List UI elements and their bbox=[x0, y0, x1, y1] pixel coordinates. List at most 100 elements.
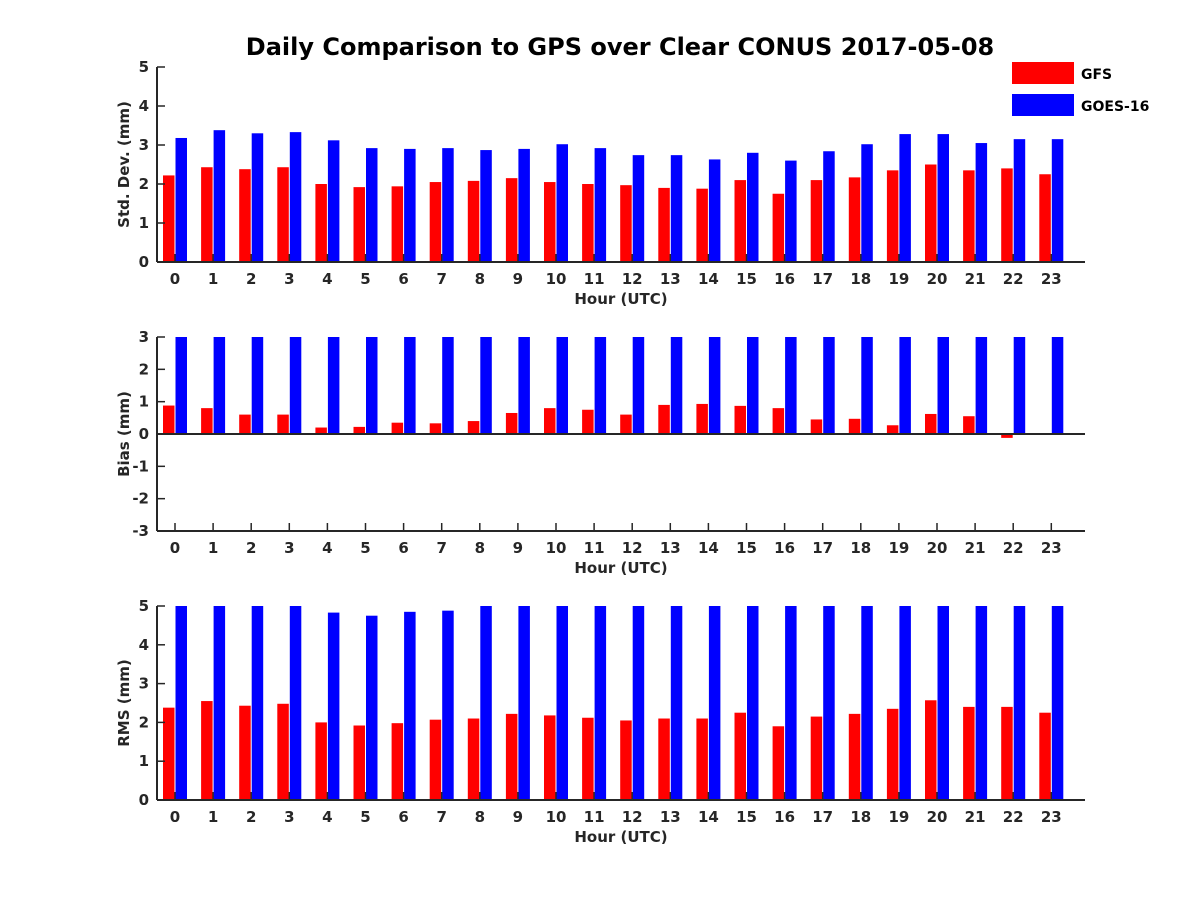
bar-goes16-6 bbox=[404, 611, 416, 800]
x-axis-label: Hour (UTC) bbox=[574, 290, 667, 308]
y-tick-label: 5 bbox=[139, 58, 149, 76]
x-tick-label: 7 bbox=[436, 808, 446, 826]
bar-goes16-23 bbox=[1051, 139, 1064, 262]
bar-goes16-12 bbox=[632, 337, 645, 434]
x-tick-label: 7 bbox=[436, 270, 446, 288]
bar-gfs-1 bbox=[201, 701, 213, 800]
bar-goes16-8 bbox=[480, 337, 492, 434]
x-tick-label: 9 bbox=[513, 539, 523, 557]
bar-gfs-0 bbox=[163, 405, 175, 434]
bar-goes16-3 bbox=[289, 337, 302, 434]
bar-gfs-5 bbox=[353, 725, 365, 800]
bar-goes16-13 bbox=[670, 337, 683, 434]
bar-gfs-17 bbox=[810, 180, 823, 262]
y-tick-label: 0 bbox=[139, 791, 149, 809]
legend-swatch-goes16 bbox=[1012, 94, 1074, 116]
bar-gfs-18 bbox=[848, 418, 861, 434]
x-tick-label: 6 bbox=[398, 808, 408, 826]
bar-gfs-4 bbox=[315, 722, 327, 800]
x-axis-label: Hour (UTC) bbox=[574, 828, 667, 846]
bar-goes16-11 bbox=[594, 148, 607, 262]
bar-gfs-7 bbox=[429, 719, 442, 800]
bar-gfs-9 bbox=[505, 412, 518, 434]
x-tick-label: 15 bbox=[736, 808, 757, 826]
x-tick-label: 15 bbox=[736, 539, 757, 557]
bar-goes16-19 bbox=[899, 337, 911, 434]
x-tick-label: 4 bbox=[322, 808, 332, 826]
bar-gfs-12 bbox=[620, 720, 632, 800]
bar-gfs-7 bbox=[429, 423, 442, 434]
bar-goes16-5 bbox=[366, 148, 378, 262]
y-tick-label: 2 bbox=[139, 175, 149, 193]
bar-gfs-0 bbox=[163, 707, 175, 800]
x-tick-label: 18 bbox=[850, 808, 871, 826]
bar-goes16-18 bbox=[861, 606, 873, 800]
x-tick-label: 12 bbox=[622, 270, 643, 288]
bar-gfs-21 bbox=[963, 416, 975, 434]
bar-goes16-10 bbox=[556, 144, 568, 262]
bar-goes16-2 bbox=[251, 133, 264, 262]
x-tick-label: 22 bbox=[1003, 539, 1024, 557]
bar-gfs-19 bbox=[886, 425, 899, 434]
bar-gfs-0 bbox=[163, 175, 175, 262]
bar-goes16-22 bbox=[1013, 337, 1026, 434]
x-tick-label: 5 bbox=[360, 808, 370, 826]
bar-goes16-19 bbox=[899, 134, 911, 262]
bar-goes16-4 bbox=[327, 337, 340, 434]
x-tick-label: 3 bbox=[284, 270, 294, 288]
bar-goes16-15 bbox=[747, 337, 759, 434]
x-tick-label: 1 bbox=[208, 539, 218, 557]
bar-gfs-18 bbox=[848, 713, 861, 800]
bar-gfs-8 bbox=[467, 421, 480, 434]
bar-gfs-4 bbox=[315, 427, 327, 434]
x-tick-label: 8 bbox=[475, 270, 485, 288]
bar-gfs-9 bbox=[505, 713, 518, 800]
x-tick-label: 16 bbox=[774, 539, 795, 557]
bar-gfs-19 bbox=[886, 170, 899, 262]
bar-gfs-13 bbox=[658, 404, 670, 434]
bar-goes16-1 bbox=[213, 606, 226, 800]
x-tick-label: 13 bbox=[660, 808, 681, 826]
y-tick-label: 3 bbox=[139, 328, 149, 346]
bar-goes16-14 bbox=[708, 606, 721, 800]
x-tick-label: 18 bbox=[850, 539, 871, 557]
bar-goes16-16 bbox=[785, 606, 797, 800]
bar-goes16-1 bbox=[213, 130, 226, 262]
bar-gfs-11 bbox=[582, 184, 594, 262]
bar-goes16-21 bbox=[975, 606, 988, 800]
y-tick-label: 2 bbox=[139, 713, 149, 731]
bar-goes16-10 bbox=[556, 606, 568, 800]
bar-goes16-13 bbox=[670, 155, 683, 262]
x-tick-label: 0 bbox=[170, 539, 180, 557]
x-tick-label: 14 bbox=[698, 539, 719, 557]
bar-goes16-17 bbox=[823, 337, 835, 434]
bar-gfs-3 bbox=[277, 703, 289, 800]
bar-goes16-9 bbox=[518, 606, 530, 800]
bar-gfs-15 bbox=[734, 405, 746, 434]
y-tick-label: -1 bbox=[132, 457, 149, 475]
x-tick-label: 1 bbox=[208, 808, 218, 826]
bar-goes16-4 bbox=[327, 140, 340, 262]
y-tick-label: 3 bbox=[139, 675, 149, 693]
x-tick-label: 11 bbox=[584, 270, 605, 288]
x-tick-label: 21 bbox=[965, 270, 986, 288]
bar-goes16-0 bbox=[175, 137, 187, 262]
x-tick-label: 8 bbox=[475, 539, 485, 557]
bar-goes16-2 bbox=[251, 337, 264, 434]
x-tick-label: 22 bbox=[1003, 808, 1024, 826]
x-axis-label: Hour (UTC) bbox=[574, 559, 667, 577]
x-tick-label: 0 bbox=[170, 808, 180, 826]
bar-gfs-20 bbox=[925, 413, 937, 434]
bar-gfs-22 bbox=[1001, 434, 1013, 438]
x-tick-label: 15 bbox=[736, 270, 757, 288]
y-axis-label: RMS (mm) bbox=[115, 659, 133, 746]
y-tick-label: 1 bbox=[139, 393, 149, 411]
x-tick-label: 4 bbox=[322, 539, 332, 557]
bar-gfs-22 bbox=[1001, 168, 1013, 262]
x-tick-label: 8 bbox=[475, 808, 485, 826]
bar-gfs-6 bbox=[391, 186, 404, 262]
y-tick-label: -3 bbox=[132, 522, 149, 540]
x-tick-label: 16 bbox=[774, 808, 795, 826]
x-tick-label: 12 bbox=[622, 808, 643, 826]
bar-gfs-16 bbox=[772, 726, 785, 800]
